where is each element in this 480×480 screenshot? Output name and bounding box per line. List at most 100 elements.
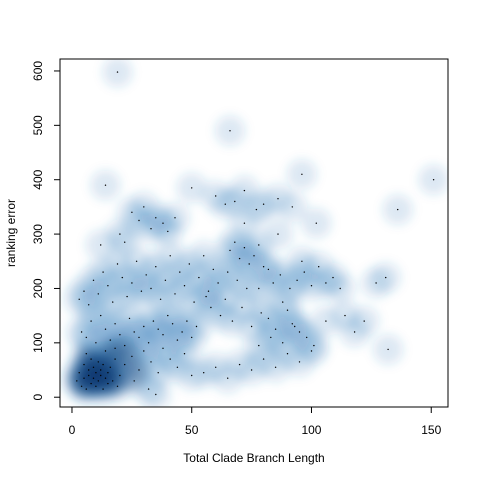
data-point <box>83 363 85 366</box>
data-point <box>296 279 298 281</box>
data-point <box>169 358 171 360</box>
data-point <box>243 247 246 249</box>
data-point <box>272 282 274 284</box>
data-point <box>397 208 399 211</box>
data-point <box>174 217 176 219</box>
y-tick-label: 0 <box>31 394 45 401</box>
data-point <box>277 198 279 200</box>
data-point <box>102 363 104 366</box>
y-tick-label: 200 <box>31 278 45 298</box>
data-point <box>100 374 102 377</box>
data-point <box>157 372 159 374</box>
data-point <box>124 241 126 243</box>
data-point <box>157 328 159 330</box>
data-point <box>131 355 133 358</box>
data-point <box>294 325 296 328</box>
data-point <box>217 282 219 284</box>
data-point <box>85 336 88 339</box>
data-point <box>207 290 210 292</box>
data-point <box>159 298 162 300</box>
data-point <box>124 363 126 366</box>
data-point <box>250 369 253 371</box>
data-point <box>375 282 377 284</box>
data-point <box>179 271 181 273</box>
data-point <box>274 328 277 330</box>
data-point <box>80 331 83 333</box>
data-point <box>133 331 135 333</box>
data-point <box>88 304 90 306</box>
data-point <box>282 301 284 303</box>
data-point <box>298 331 301 333</box>
data-point <box>310 350 313 352</box>
data-point <box>121 276 124 279</box>
data-point <box>301 173 303 175</box>
data-point <box>325 320 327 322</box>
data-point <box>116 71 119 73</box>
data-point <box>116 385 119 387</box>
data-point <box>363 320 365 322</box>
data-point <box>262 358 265 360</box>
data-point <box>164 279 167 281</box>
data-point <box>100 314 102 317</box>
data-point <box>301 260 303 262</box>
data-point <box>104 350 107 352</box>
data-point <box>88 374 90 377</box>
data-point <box>135 260 138 262</box>
data-point <box>104 377 107 379</box>
data-point <box>313 344 315 347</box>
data-point <box>298 361 301 363</box>
data-point <box>229 130 231 132</box>
data-point <box>258 344 260 347</box>
y-tick-label: 600 <box>31 61 45 81</box>
data-point <box>195 325 198 328</box>
data-point <box>85 353 88 355</box>
data-point <box>116 263 119 265</box>
data-point <box>203 372 205 374</box>
data-point <box>238 363 241 366</box>
data-point <box>198 276 200 279</box>
data-point <box>104 328 107 330</box>
data-point <box>176 366 179 368</box>
data-point <box>97 361 100 363</box>
density-blob <box>140 379 171 407</box>
data-point <box>227 271 229 273</box>
data-point <box>114 323 116 325</box>
data-point <box>88 369 90 371</box>
plot-area <box>59 58 449 408</box>
data-point <box>78 372 80 374</box>
data-point <box>306 336 308 339</box>
data-point <box>236 279 238 281</box>
data-point <box>147 388 150 390</box>
data-point <box>224 298 226 300</box>
data-point <box>107 382 109 385</box>
x-tick-label: 50 <box>185 423 199 437</box>
data-point <box>243 222 246 224</box>
data-point <box>238 257 241 260</box>
data-point <box>128 317 131 320</box>
density-blob <box>102 59 133 88</box>
data-point <box>258 287 260 290</box>
data-point <box>262 266 265 268</box>
data-point <box>243 189 246 192</box>
data-point <box>90 358 92 360</box>
data-point <box>191 336 193 339</box>
data-point <box>262 203 265 205</box>
data-point <box>274 366 277 368</box>
data-point <box>112 301 114 303</box>
data-point <box>138 219 140 222</box>
data-point <box>78 298 80 300</box>
data-point <box>253 255 255 257</box>
data-point <box>92 279 95 281</box>
data-point <box>353 331 356 333</box>
data-point <box>107 285 109 287</box>
data-point <box>267 317 270 320</box>
data-point <box>241 306 243 309</box>
data-point <box>97 380 100 382</box>
data-point <box>167 314 169 317</box>
data-point <box>145 274 147 276</box>
data-point <box>339 287 341 290</box>
data-point <box>171 323 174 325</box>
data-point <box>231 320 234 322</box>
data-point <box>107 372 109 374</box>
